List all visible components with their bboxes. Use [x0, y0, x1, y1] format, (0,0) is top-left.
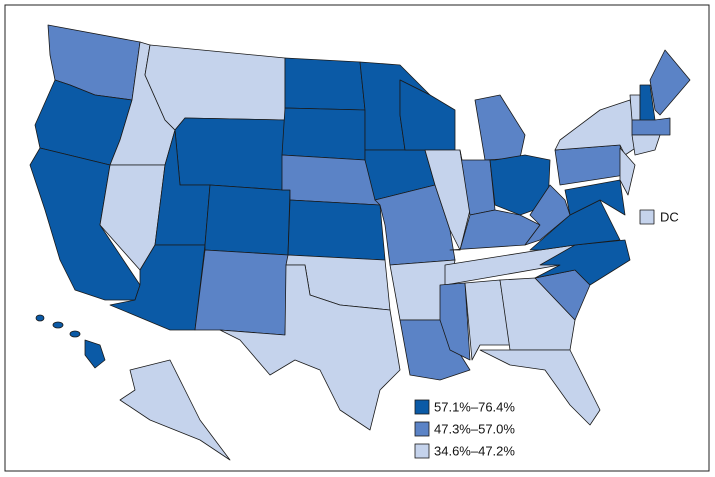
state — [649, 49, 691, 116]
state — [524, 184, 571, 246]
state — [144, 44, 286, 131]
legend-label: 47.3%–57.0% — [434, 421, 515, 436]
state — [119, 359, 231, 461]
state — [479, 349, 601, 426]
legend-label: 57.1%–76.4% — [434, 399, 515, 414]
state — [35, 314, 45, 322]
state — [281, 107, 366, 161]
legend-swatch — [414, 421, 430, 437]
state — [439, 282, 471, 361]
state — [619, 147, 636, 196]
state — [204, 184, 291, 256]
state — [109, 244, 206, 331]
legend: 57.1%–76.4% 47.3%–57.0% 34.6%–47.2% — [414, 399, 515, 459]
state — [287, 199, 386, 261]
states — [29, 24, 691, 461]
state — [474, 94, 526, 161]
state — [174, 117, 286, 191]
state — [69, 330, 81, 338]
state — [464, 279, 511, 361]
dc-label: DC — [660, 209, 679, 224]
dc-box — [639, 209, 655, 225]
legend-swatch — [414, 443, 430, 459]
state — [219, 264, 401, 431]
state — [631, 117, 671, 136]
state — [564, 179, 626, 216]
state — [629, 94, 641, 121]
state — [631, 134, 661, 156]
state — [52, 321, 64, 329]
state — [554, 99, 641, 156]
state — [84, 339, 106, 369]
legend-swatch — [414, 399, 430, 415]
state — [194, 249, 289, 336]
state — [284, 57, 366, 111]
state — [499, 277, 576, 351]
legend-label: 34.6%–47.2% — [434, 443, 515, 458]
